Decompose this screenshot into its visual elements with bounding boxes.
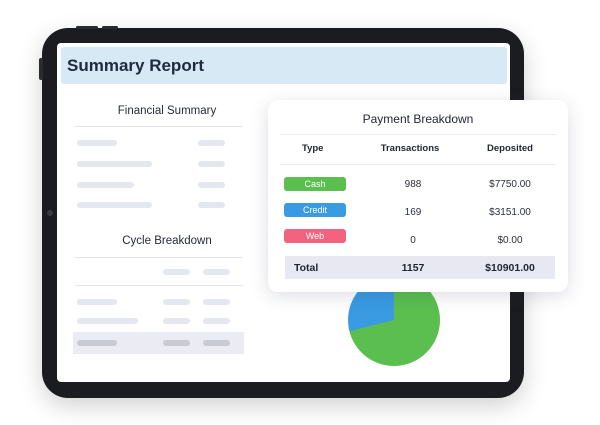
divider [75, 257, 243, 258]
placeholder-text [77, 202, 152, 208]
transactions-web: 0 [410, 235, 416, 246]
placeholder-text [198, 182, 225, 188]
placeholder-text [77, 140, 117, 146]
placeholder-text [163, 318, 190, 324]
placeholder-text [198, 161, 225, 167]
table-row-total [285, 256, 555, 279]
deposited-cash: $7750.00 [489, 179, 531, 190]
placeholder-text [77, 318, 138, 324]
camera-icon [47, 210, 53, 216]
placeholder-text [203, 340, 230, 346]
type-badge-web: Web [284, 229, 346, 243]
page-title: Summary Report [67, 56, 204, 75]
transactions-credit: 169 [404, 207, 422, 218]
tablet-top-button [102, 26, 118, 29]
placeholder-text [163, 340, 190, 346]
tablet-side-button [39, 58, 43, 80]
deposited-credit: $3151.00 [489, 207, 531, 218]
placeholder-text [198, 140, 225, 146]
report-header: Summary Report [61, 47, 507, 84]
placeholder-text [203, 299, 230, 305]
placeholder-text [163, 269, 190, 275]
column-header-deposited: Deposited [487, 143, 533, 154]
divider [75, 126, 243, 127]
payment-breakdown-card: Payment Breakdown Type Transactions Depo… [268, 100, 568, 292]
placeholder-text [77, 340, 117, 346]
column-header-transactions: Transactions [380, 143, 440, 154]
placeholder-text [77, 182, 134, 188]
placeholder-text [198, 202, 225, 208]
placeholder-text [203, 269, 230, 275]
type-badge-credit: Credit [284, 203, 346, 217]
deposited-web: $0.00 [497, 235, 523, 246]
table-row-total [73, 332, 244, 354]
column-header-type: Type [302, 143, 324, 154]
divider [280, 164, 556, 165]
tablet-top-button [76, 26, 98, 29]
type-badge-cash: Cash [284, 177, 346, 191]
placeholder-text [163, 299, 190, 305]
total-deposited: $10901.00 [485, 262, 535, 274]
placeholder-text [203, 318, 230, 324]
financial-summary-title: Financial Summary [117, 105, 217, 117]
cycle-breakdown-title: Cycle Breakdown [122, 235, 212, 247]
payment-breakdown-title: Payment Breakdown [362, 112, 474, 126]
total-transactions: 1157 [401, 262, 425, 274]
divider [280, 134, 556, 135]
transactions-cash: 988 [404, 179, 422, 190]
divider [75, 285, 243, 286]
placeholder-text [77, 161, 152, 167]
placeholder-text [77, 299, 117, 305]
total-label: Total [294, 262, 319, 274]
